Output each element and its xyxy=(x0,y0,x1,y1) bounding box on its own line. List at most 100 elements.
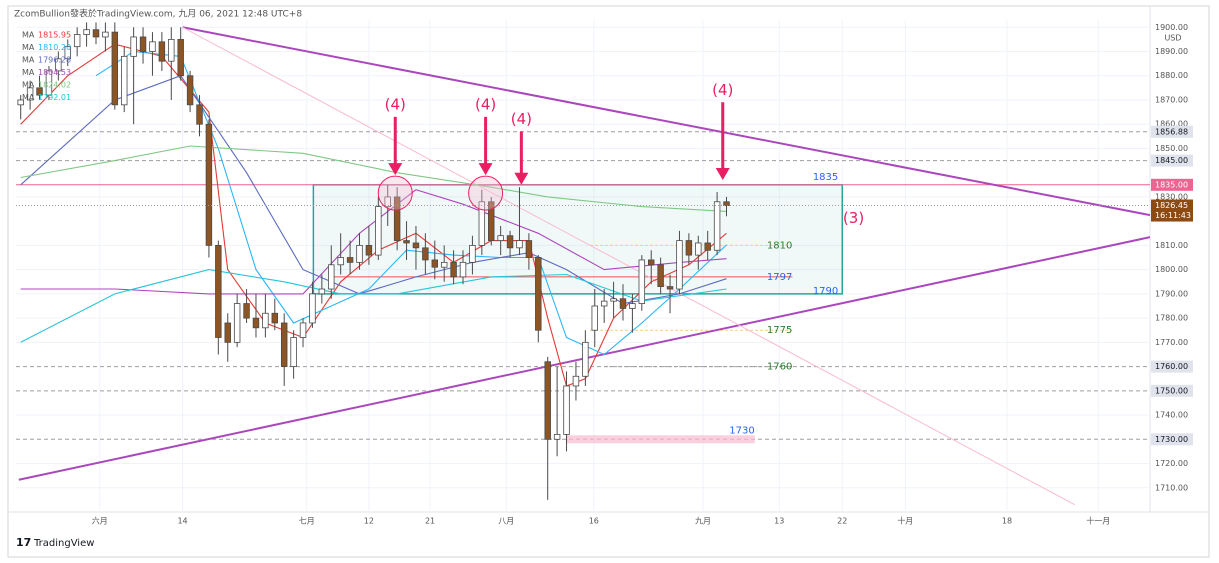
candle-body xyxy=(459,261,467,278)
candle-body xyxy=(309,293,316,324)
candle-body xyxy=(713,201,721,251)
candle-body xyxy=(488,201,495,241)
price-badge-label: 1835.00 xyxy=(1155,180,1188,189)
candle-body xyxy=(525,240,533,258)
plot: 1710.00 1720.00 1740.00 1770.00 1780.00 1790.… xyxy=(16,20,1193,526)
candle-body xyxy=(506,235,514,249)
price-badge-label: 1730.00 xyxy=(1155,435,1188,444)
candle-body xyxy=(83,29,90,35)
y-tick-label: 1890.00 xyxy=(1155,47,1188,56)
ma-line xyxy=(20,145,727,212)
candle-body xyxy=(365,244,373,256)
ma-line xyxy=(20,189,727,295)
legend-value: 1792.01 xyxy=(38,93,71,102)
candle-body xyxy=(262,312,269,329)
candle-body xyxy=(149,41,156,52)
legend-name: MA xyxy=(22,56,35,65)
price-badge-label: 1856.88 xyxy=(1155,127,1188,136)
y-tick-label: 1880.00 xyxy=(1155,71,1188,80)
y-tick-label: 1780.00 xyxy=(1155,314,1188,323)
candle-body xyxy=(478,201,486,246)
logo: 17 TradingView xyxy=(16,536,94,549)
candle-body xyxy=(375,206,382,256)
level-label: 1760 xyxy=(767,362,792,373)
candle-body xyxy=(17,99,24,106)
y-tick-label: 1740.00 xyxy=(1155,411,1188,420)
candle-body xyxy=(121,55,128,106)
candle-body xyxy=(657,264,664,288)
candle-body xyxy=(215,244,222,338)
highlight-circle xyxy=(377,175,413,211)
footer: TradingView xyxy=(33,538,94,549)
candle-body xyxy=(384,196,391,208)
candle-body xyxy=(318,288,326,295)
candle-body xyxy=(422,247,429,261)
y-tick-label: 1800.00 xyxy=(1155,265,1188,274)
candle-body xyxy=(290,337,297,367)
candle-body xyxy=(393,196,401,241)
candle-body xyxy=(186,75,194,106)
candle-body xyxy=(516,240,523,249)
arrow-head xyxy=(715,167,730,180)
candle-body xyxy=(328,264,335,290)
candle-body xyxy=(412,242,420,249)
y-tick-label: 1810.00 xyxy=(1155,241,1188,250)
candle-body xyxy=(356,244,363,263)
candle-body xyxy=(638,259,646,304)
candle-body xyxy=(685,240,693,256)
candle-body xyxy=(629,303,636,309)
y-tick-label: 1830.00 xyxy=(1155,192,1188,201)
level-band xyxy=(566,435,755,444)
candle-body xyxy=(252,317,260,329)
candle-body xyxy=(55,58,62,72)
candle-body xyxy=(139,36,147,52)
price-badge xyxy=(1151,360,1193,373)
candle-body xyxy=(233,303,241,343)
level-label: 1775 xyxy=(767,325,792,336)
y-tick-label: 1870.00 xyxy=(1155,95,1188,104)
zone-label: 1790 xyxy=(813,286,838,297)
currency: USD xyxy=(1164,34,1181,43)
last-price-label: 1826.45 xyxy=(1155,201,1188,210)
candle-body xyxy=(676,240,683,290)
price-badge xyxy=(1151,125,1193,138)
candle-body xyxy=(280,322,288,367)
candle-body xyxy=(553,434,561,440)
candle-body xyxy=(64,46,71,60)
legend-name: MA xyxy=(22,43,35,52)
candle-body xyxy=(544,361,551,440)
candle-body xyxy=(346,257,354,263)
legend-name: MA xyxy=(22,93,35,102)
x-tick-label: 14 xyxy=(177,517,187,526)
arrow-head xyxy=(514,172,529,185)
price-badge xyxy=(1151,384,1193,397)
candle-body xyxy=(563,385,570,435)
candle-body xyxy=(648,259,655,266)
candle-body xyxy=(130,36,137,57)
y-tick-label: 1720.00 xyxy=(1155,459,1188,468)
wave-label: (4) xyxy=(511,110,532,128)
last-price-badge xyxy=(1151,199,1193,222)
candle-body xyxy=(224,322,231,343)
candle-body xyxy=(36,87,43,96)
legend-value: 1810.20 xyxy=(38,43,71,52)
candle-body xyxy=(723,201,730,206)
candle-body xyxy=(102,31,109,38)
x-tick-label: 九月 xyxy=(695,517,711,526)
arrow-head xyxy=(388,163,403,176)
legend-value: 1824.02 xyxy=(38,81,71,90)
candle-body xyxy=(337,257,344,266)
y-tick-label: 1850.00 xyxy=(1155,144,1188,153)
level-label: 1730 xyxy=(729,425,754,436)
candle-body xyxy=(704,242,711,251)
price-badge-label: 1845.00 xyxy=(1155,156,1188,165)
price-badge xyxy=(1151,154,1193,167)
legend-name: MA xyxy=(22,68,35,77)
candle-body xyxy=(158,41,166,62)
candle-body xyxy=(168,38,175,62)
x-tick-label: 22 xyxy=(837,517,847,526)
price-badge-label: 1760.00 xyxy=(1155,362,1188,371)
y-tick-label: 1770.00 xyxy=(1155,338,1188,347)
ma-line xyxy=(20,269,727,343)
